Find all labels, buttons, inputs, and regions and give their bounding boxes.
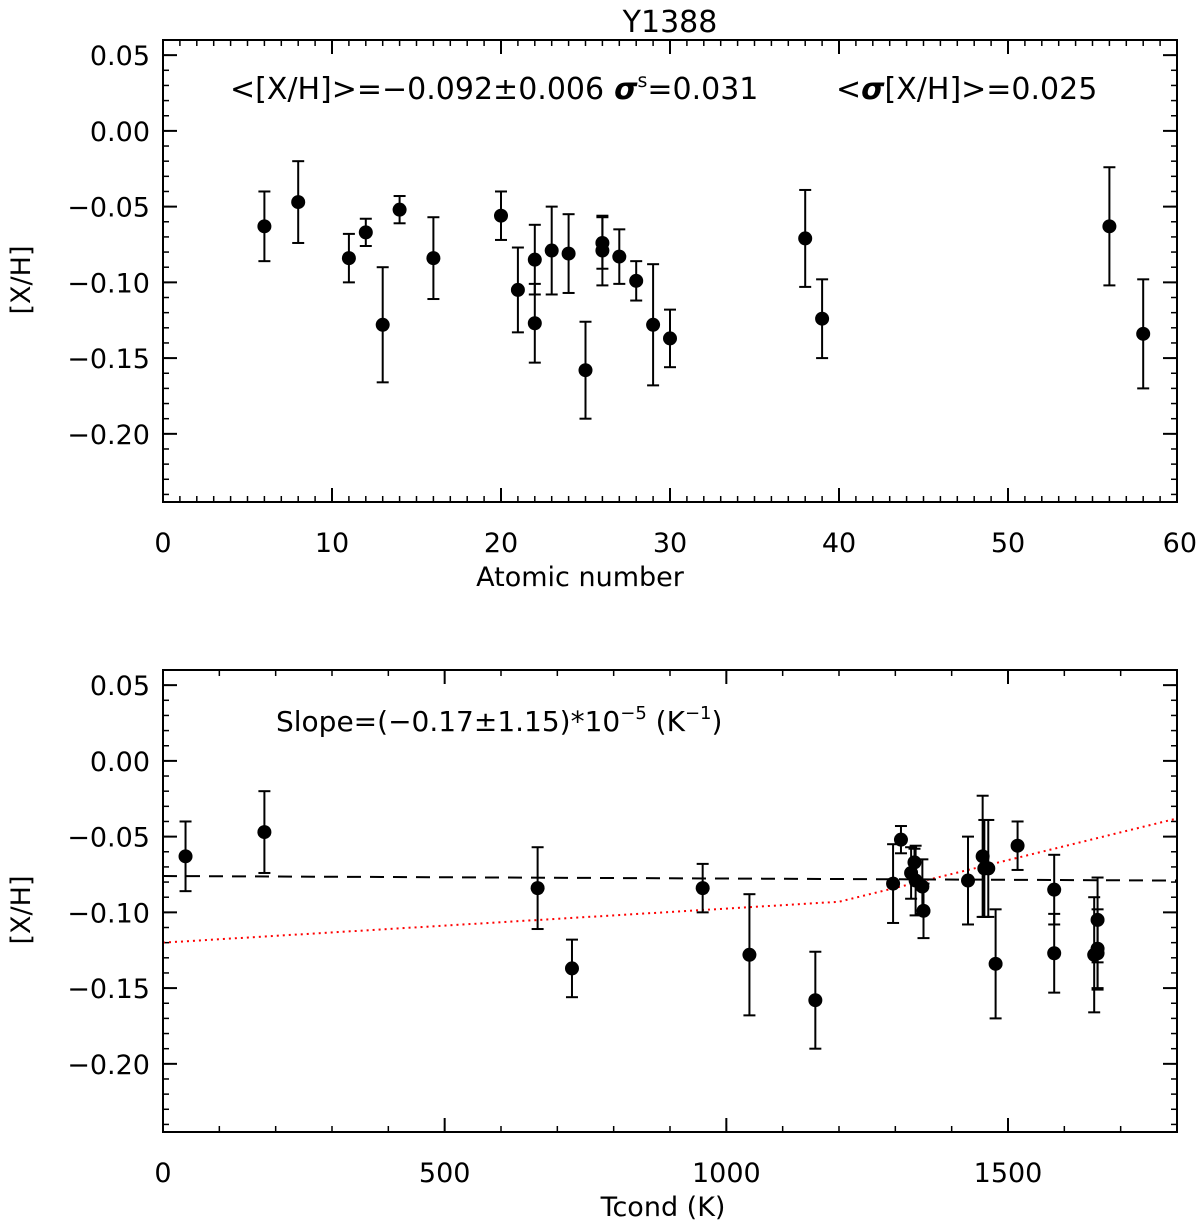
y-tick-label: 0.05 xyxy=(90,671,150,702)
y-tick-label: −0.15 xyxy=(67,344,150,375)
data-marks xyxy=(178,790,1105,1050)
panel-tcond: Slope=(−0.17±1.15)*10−5 (K−1) Tcond (K) … xyxy=(6,669,1178,1223)
mean-error-value: [X/H]>=0.025 xyxy=(885,72,1098,107)
x-tick-label: 0 xyxy=(154,528,171,559)
data-point xyxy=(257,219,272,234)
mean-abundance-annotation: <[X/H]>=−0.092±0.006 σs=0.031 xyxy=(230,70,758,107)
data-point xyxy=(893,832,908,847)
slope-annotation: Slope=(−0.17±1.15)*10−5 (K−1) xyxy=(276,703,722,738)
data-point xyxy=(815,311,830,326)
data-point xyxy=(1090,946,1105,961)
x-tick-label: 50 xyxy=(991,528,1025,559)
data-marks xyxy=(257,160,1151,420)
data-point xyxy=(915,879,930,894)
data-point xyxy=(510,282,525,297)
x-tick-label: 30 xyxy=(653,528,687,559)
data-point xyxy=(178,849,193,864)
data-point xyxy=(975,849,990,864)
data-point xyxy=(646,317,661,332)
x-tick-label: 1000 xyxy=(692,1158,761,1189)
data-point xyxy=(595,243,610,258)
data-point xyxy=(494,208,508,223)
slope-unit-prefix: (K xyxy=(647,705,686,738)
y-tick-label: −0.15 xyxy=(67,974,150,1005)
data-point xyxy=(341,251,356,266)
data-point xyxy=(375,317,390,332)
data-point xyxy=(527,252,542,267)
y-tick-label: 0.05 xyxy=(90,41,150,72)
data-point xyxy=(988,956,1003,971)
mean-error-annotation: <σ[X/H]>=0.025 xyxy=(836,72,1097,107)
y-tick-label: −0.05 xyxy=(67,193,150,224)
mean-error-sigma: σ xyxy=(861,72,885,107)
mean-fit-line xyxy=(162,875,1178,882)
data-point xyxy=(564,961,579,976)
x-tick-label: 20 xyxy=(484,528,518,559)
data-point xyxy=(561,246,576,261)
data-point xyxy=(392,202,407,217)
data-point xyxy=(907,855,922,870)
data-point xyxy=(1136,326,1151,341)
y-axis-label: [X/H] xyxy=(6,876,37,945)
data-point xyxy=(1047,882,1062,897)
data-point xyxy=(426,251,441,266)
x-tick-label: 500 xyxy=(419,1158,471,1189)
data-point xyxy=(1102,219,1117,234)
plot-frame xyxy=(162,39,1178,503)
plot-frame xyxy=(162,669,1178,1133)
slope-text: Slope=(−0.17±1.15)*10 xyxy=(276,705,620,738)
data-point xyxy=(257,825,272,840)
data-point xyxy=(1047,946,1062,961)
axis-ticks xyxy=(162,39,1178,502)
y-tick-label: −0.05 xyxy=(67,823,150,854)
data-point xyxy=(291,195,306,210)
data-point xyxy=(663,331,677,346)
x-tick-label: 60 xyxy=(1163,528,1197,559)
axis-ticks xyxy=(162,669,1178,1132)
slope-unit-exponent: −1 xyxy=(685,703,712,724)
data-point xyxy=(544,243,559,258)
y-tick-label: −0.20 xyxy=(67,420,150,451)
y-axis-label: [X/H] xyxy=(6,246,37,315)
x-tick-label: 10 xyxy=(315,528,349,559)
x-tick-label: 0 xyxy=(154,1158,171,1189)
y-tick-label: 0.00 xyxy=(90,117,150,148)
y-tick-label: −0.20 xyxy=(67,1050,150,1081)
tick-labels: 0 500 1000 1500 0.05 0.00 −0.05 −0.10 −0.15 −0.20 xyxy=(67,671,1042,1189)
data-point xyxy=(527,316,542,331)
y-tick-label: 0.00 xyxy=(90,747,150,778)
sigma-value: =0.031 xyxy=(647,72,758,107)
sigma-symbol: σ xyxy=(614,72,638,107)
data-point xyxy=(961,873,976,888)
data-point xyxy=(981,861,996,876)
data-point xyxy=(808,993,823,1008)
y-tick-label: −0.10 xyxy=(67,898,150,929)
data-point xyxy=(798,231,813,246)
data-point xyxy=(530,881,545,896)
slope-unit-suffix: ) xyxy=(712,705,723,738)
data-point xyxy=(1010,838,1025,853)
data-point xyxy=(695,881,710,896)
panel-atomic-number: Y1388 <[X/H]>=−0.092±0.006 σs=0.031 <σ[X/… xyxy=(6,5,1197,593)
data-point xyxy=(358,225,373,240)
slope-exponent: −5 xyxy=(620,703,647,724)
mean-error-prefix: < xyxy=(836,72,861,107)
data-point xyxy=(916,903,931,918)
mean-text: <[X/H]>=−0.092±0.006 xyxy=(230,72,604,107)
x-tick-label: 40 xyxy=(822,528,856,559)
data-point xyxy=(578,363,593,378)
data-point xyxy=(886,876,901,891)
data-point xyxy=(629,273,644,288)
tick-labels: 0 10 20 30 40 50 60 0.05 0.00 −0.05 −0.10 −0.15 −0.2… xyxy=(67,41,1197,559)
y-tick-label: −0.10 xyxy=(67,268,150,299)
sigma-superscript: s xyxy=(637,70,647,92)
data-point xyxy=(612,249,627,264)
x-axis-label: Atomic number xyxy=(476,562,685,593)
trend-lines xyxy=(162,817,1178,944)
chart-title: Y1388 xyxy=(622,5,718,40)
data-point xyxy=(742,947,757,962)
x-tick-label: 1500 xyxy=(974,1158,1043,1189)
x-axis-label: Tcond (K) xyxy=(600,1192,726,1223)
